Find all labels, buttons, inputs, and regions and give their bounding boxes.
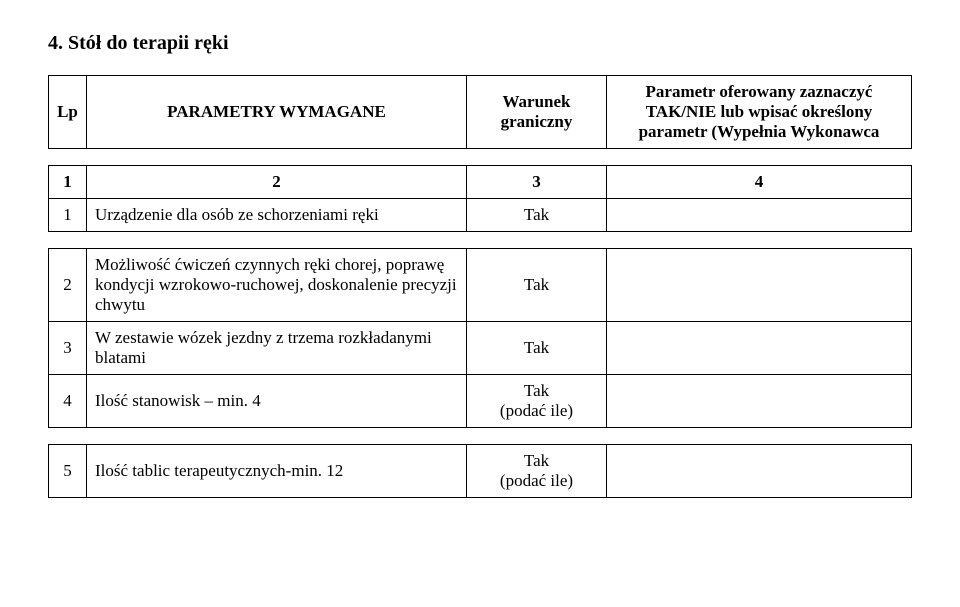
row-war: Tak xyxy=(467,199,607,232)
row-off xyxy=(607,445,912,498)
table-row: 5 Ilość tablic terapeutycznych-min. 12 T… xyxy=(49,445,912,498)
header-off: Parametr oferowany zaznaczyć TAK/NIE lub… xyxy=(607,76,912,149)
row-num: 1 xyxy=(49,199,87,232)
row-war: Tak (podać ile) xyxy=(467,445,607,498)
numrow-c2: 2 xyxy=(87,166,467,199)
numrow-c3: 3 xyxy=(467,166,607,199)
row-num: 4 xyxy=(49,375,87,428)
spacer-row xyxy=(49,232,912,249)
table-row: 4 Ilość stanowisk – min. 4 Tak (podać il… xyxy=(49,375,912,428)
table-row: 2 Możliwość ćwiczeń czynnych ręki chorej… xyxy=(49,249,912,322)
section-title: 4. Stół do terapii ręki xyxy=(48,32,912,55)
header-lp: Lp xyxy=(49,76,87,149)
row-off xyxy=(607,375,912,428)
parameters-table: Lp PARAMETRY WYMAGANE Warunek graniczny … xyxy=(48,75,912,498)
row-off xyxy=(607,322,912,375)
table-header-row: Lp PARAMETRY WYMAGANE Warunek graniczny … xyxy=(49,76,912,149)
row-num: 5 xyxy=(49,445,87,498)
row-war: Tak xyxy=(467,249,607,322)
row-off xyxy=(607,249,912,322)
numbering-row: 1 2 3 4 xyxy=(49,166,912,199)
row-off xyxy=(607,199,912,232)
row-war: Tak xyxy=(467,322,607,375)
row-param: Ilość stanowisk – min. 4 xyxy=(87,375,467,428)
table-row: 1 Urządzenie dla osób ze schorzeniami rę… xyxy=(49,199,912,232)
table-row: 3 W zestawie wózek jezdny z trzema rozkł… xyxy=(49,322,912,375)
row-param: Możliwość ćwiczeń czynnych ręki chorej, … xyxy=(87,249,467,322)
numrow-c4: 4 xyxy=(607,166,912,199)
row-war: Tak (podać ile) xyxy=(467,375,607,428)
row-num: 3 xyxy=(49,322,87,375)
row-param: Urządzenie dla osób ze schorzeniami ręki xyxy=(87,199,467,232)
header-war: Warunek graniczny xyxy=(467,76,607,149)
numrow-c1: 1 xyxy=(49,166,87,199)
row-param: W zestawie wózek jezdny z trzema rozkład… xyxy=(87,322,467,375)
spacer-row xyxy=(49,428,912,445)
spacer-row xyxy=(49,149,912,166)
row-param: Ilość tablic terapeutycznych-min. 12 xyxy=(87,445,467,498)
header-param: PARAMETRY WYMAGANE xyxy=(87,76,467,149)
row-num: 2 xyxy=(49,249,87,322)
